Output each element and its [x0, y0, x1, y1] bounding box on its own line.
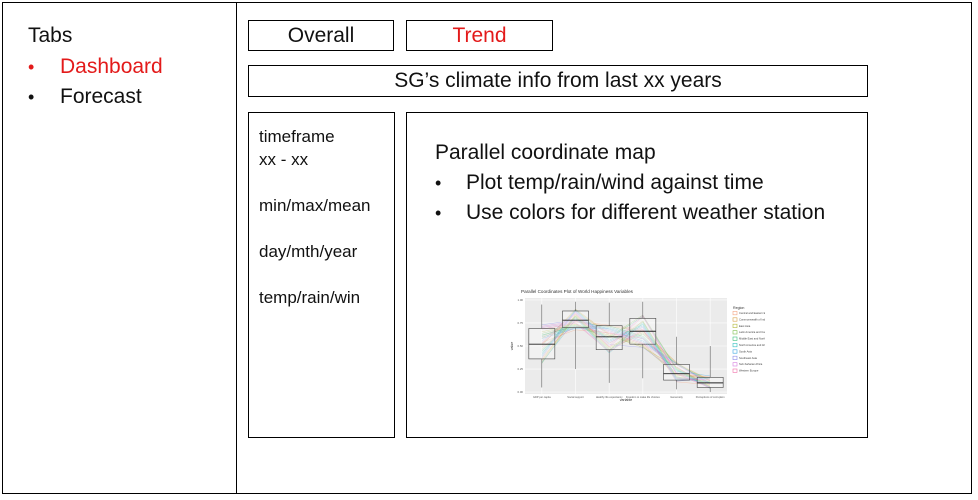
variable-selector[interactable]: temp/rain/win [259, 288, 361, 307]
legend-label: Middle East and North Africa [739, 337, 765, 341]
bullet-text: Plot temp/rain/wind against time [466, 171, 764, 194]
x-tick-label: Freedom to make life choices [626, 395, 661, 399]
y-axis-label: value [510, 342, 514, 351]
content-title: Parallel coordinate map [435, 141, 656, 164]
legend-label: Central and Eastern Europe [739, 311, 765, 315]
page-title: SG’s climate info from last xx years [248, 65, 868, 97]
bullet-text: Use colors for different weather station [466, 201, 826, 224]
series-line [541, 323, 711, 381]
list-item: • Use colors for different weather stati… [435, 198, 845, 228]
window-frame [2, 2, 972, 494]
box [595, 325, 623, 350]
legend-swatch [732, 368, 738, 373]
tab-trend[interactable]: Trend [406, 20, 553, 51]
chart-legend: Central and Eastern Europe Commonwealth o… [732, 311, 765, 373]
timeframe-selector[interactable]: xx - xx [259, 150, 309, 169]
bullet-icon: • [28, 57, 35, 77]
series-line [541, 326, 711, 389]
series-line [541, 308, 711, 379]
x-tick-label: Perceptions of corruption [696, 395, 725, 399]
parallel-coordinates-chart: Parallel Coordinates Plot of World Happi… [510, 289, 765, 402]
y-tick-label: 1.00 [518, 298, 524, 302]
series-line [541, 320, 711, 385]
legend-swatch [732, 362, 738, 367]
legend-swatch [732, 343, 738, 348]
stat-selector[interactable]: min/max/mean [259, 196, 371, 215]
series-line [541, 313, 711, 389]
legend-title: Region [733, 306, 744, 310]
legend-swatch [732, 317, 738, 322]
sidebar-item-dashboard[interactable]: • Dashboard [28, 52, 163, 82]
legend-swatch [732, 330, 738, 335]
list-item: • Plot temp/rain/wind against time [435, 168, 845, 198]
series-line [541, 312, 711, 388]
y-tick-label: 0.25 [518, 367, 524, 371]
series-line [541, 311, 711, 388]
legend-swatch [732, 323, 738, 328]
sidebar: Tabs • Dashboard • Forecast [28, 22, 163, 112]
y-tick-label: 0.75 [518, 321, 524, 325]
box [663, 364, 690, 381]
sidebar-item-label: Dashboard [60, 55, 163, 78]
content-bullets: • Plot temp/rain/wind against time • Use… [435, 168, 845, 228]
legend-swatch [732, 336, 738, 341]
x-axis-label: variable [620, 398, 633, 402]
legend-swatch [732, 349, 738, 354]
timeframe-label: timeframe [259, 127, 335, 146]
filters-panel: timeframe xx - xx min/max/mean day/mth/y… [248, 112, 395, 438]
box [562, 310, 589, 328]
tab-overall[interactable]: Overall [248, 20, 394, 51]
content-panel: Parallel coordinate map • Plot temp/rain… [406, 112, 868, 438]
series-line [541, 309, 711, 379]
bullet-icon: • [435, 203, 442, 223]
chart-boxes [528, 301, 724, 393]
box [696, 377, 724, 388]
y-tick-label: 0.00 [518, 390, 524, 394]
box [528, 328, 556, 360]
legend-label: Western Europe [739, 369, 759, 373]
x-tick-label: Social support [567, 395, 584, 399]
bullet-icon: • [435, 173, 442, 193]
bullet-icon: • [28, 87, 35, 107]
legend-label: Southeast Asia [739, 356, 757, 360]
legend-label: East Asia [739, 324, 751, 328]
chart-lines [541, 308, 711, 389]
legend-label: Latin America and Caribbean [739, 330, 765, 334]
x-tick-label: Healthy life expectancy [596, 395, 623, 399]
x-tick-label: Generosity [670, 395, 683, 399]
series-line [541, 325, 711, 389]
chart-ticks: GDP per capita Social support Healthy life… [533, 395, 725, 399]
series-line [541, 322, 711, 381]
period-selector[interactable]: day/mth/year [259, 242, 358, 261]
legend-swatch [732, 355, 738, 360]
legend-label: Sub-Saharan Africa [739, 362, 763, 366]
y-tick-label: 0.50 [518, 344, 524, 348]
sidebar-heading: Tabs [28, 24, 73, 47]
x-tick-label: GDP per capita [533, 395, 551, 399]
legend-label: North America and ANZ [739, 343, 765, 347]
chart-title: Parallel Coordinates Plot of World Happi… [521, 289, 634, 294]
legend-label: Commonwealth of Independent States [739, 317, 765, 321]
sidebar-item-forecast[interactable]: • Forecast [28, 82, 163, 112]
sidebar-item-label: Forecast [60, 85, 142, 108]
legend-swatch [732, 311, 738, 316]
sidebar-list: • Dashboard • Forecast [28, 52, 163, 112]
legend-label: South Asia [739, 349, 752, 353]
sidebar-divider [236, 2, 237, 494]
series-line [541, 320, 711, 385]
